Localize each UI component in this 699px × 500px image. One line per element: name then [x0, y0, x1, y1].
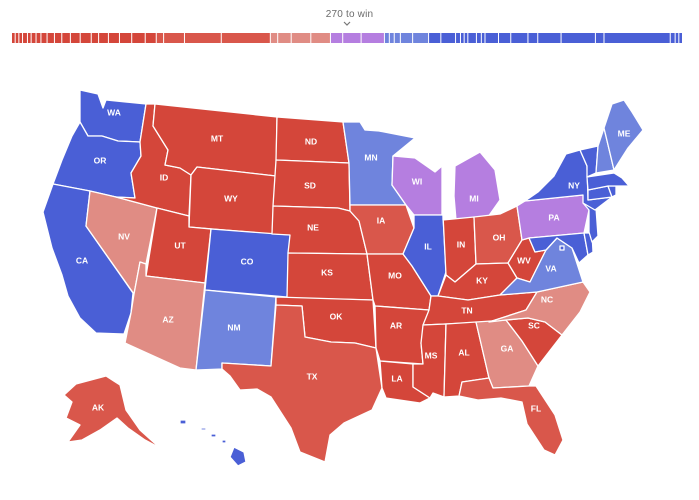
ev-bar-segment [595, 33, 604, 43]
ev-bar-segment [221, 33, 270, 43]
ev-bar-segment [538, 33, 561, 43]
ev-bar-segment [19, 33, 23, 43]
state-SD[interactable] [272, 159, 351, 212]
ev-bar-segment [54, 33, 62, 43]
ev-bar-segment [145, 33, 156, 43]
ev-bar-segment [156, 33, 164, 43]
state-NC[interactable] [488, 281, 591, 336]
ev-bar-segment [456, 33, 460, 43]
ev-bar-segment [485, 33, 498, 43]
ev-bar-segment [384, 33, 389, 43]
state-HI[interactable] [179, 419, 247, 467]
state-CO[interactable] [204, 228, 292, 298]
state-AK[interactable] [63, 375, 161, 449]
ev-bar-segment [62, 33, 70, 43]
ev-bar-segment [361, 33, 384, 43]
ev-bar-segment [41, 33, 47, 43]
state-WA[interactable] [79, 89, 147, 143]
ev-bar-segment [604, 33, 670, 43]
ev-bar-segment [413, 33, 429, 43]
ev-bar-segment [675, 33, 679, 43]
ev-bar-segment [499, 33, 511, 43]
ev-bar-segment [511, 33, 528, 43]
ev-bar-segment [47, 33, 54, 43]
state-KS[interactable] [286, 252, 374, 301]
state-WY[interactable] [188, 166, 277, 235]
state-ND[interactable] [275, 116, 350, 164]
ev-bar-segment [311, 33, 330, 43]
ev-bar-segment [528, 33, 538, 43]
ev-bar-segment [679, 33, 682, 43]
state-AR[interactable] [374, 305, 430, 365]
chevron-down-icon [343, 21, 351, 26]
ev-bar-segment [481, 33, 485, 43]
state-DC[interactable] [559, 245, 565, 251]
state-VT[interactable] [579, 145, 599, 178]
ev-bar-segment [278, 33, 291, 43]
ev-bar-segment [476, 33, 481, 43]
ev-bar-segment [270, 33, 278, 43]
ev-bar-segment [184, 33, 221, 43]
ev-bar-segment [468, 33, 476, 43]
state-MI[interactable] [453, 151, 501, 221]
state-ME[interactable] [603, 99, 644, 171]
ev-bar-segment [132, 33, 145, 43]
ev-bar-segment [429, 33, 441, 43]
ev-bar-segment [99, 33, 108, 43]
ev-bar-segment [670, 33, 675, 43]
ev-bar-segment [441, 33, 456, 43]
state-MA[interactable] [586, 172, 630, 191]
state-FL[interactable] [458, 377, 564, 456]
ev-bar-segment [460, 33, 464, 43]
electoral-vote-bar [12, 33, 682, 43]
ev-bar-segment [291, 33, 311, 43]
threshold-label: 270 to win [325, 9, 374, 20]
ev-bar-segment [31, 33, 36, 43]
ev-bar-segment [389, 33, 394, 43]
ev-bar-segment [70, 33, 80, 43]
ev-bar-segment [91, 33, 99, 43]
ev-bar-segment [23, 33, 27, 43]
ev-bar-segment [464, 33, 468, 43]
state-NM[interactable] [195, 289, 277, 371]
ev-bar-segment [12, 33, 15, 43]
ev-bar-segment [561, 33, 595, 43]
ev-bar-segment [394, 33, 400, 43]
ev-bar-segment [119, 33, 132, 43]
ev-bar-segment [27, 33, 31, 43]
state-MT[interactable] [152, 103, 278, 177]
ev-bar-segment [108, 33, 119, 43]
ev-bar-segment [164, 33, 184, 43]
ev-bar-segment [36, 33, 41, 43]
state-TX[interactable] [221, 304, 383, 463]
ev-bar-segment [400, 33, 413, 43]
ev-bar-segment [330, 33, 343, 43]
ev-bar-segment [80, 33, 91, 43]
ev-bar-segment [343, 33, 361, 43]
ev-bar-segment [15, 33, 19, 43]
